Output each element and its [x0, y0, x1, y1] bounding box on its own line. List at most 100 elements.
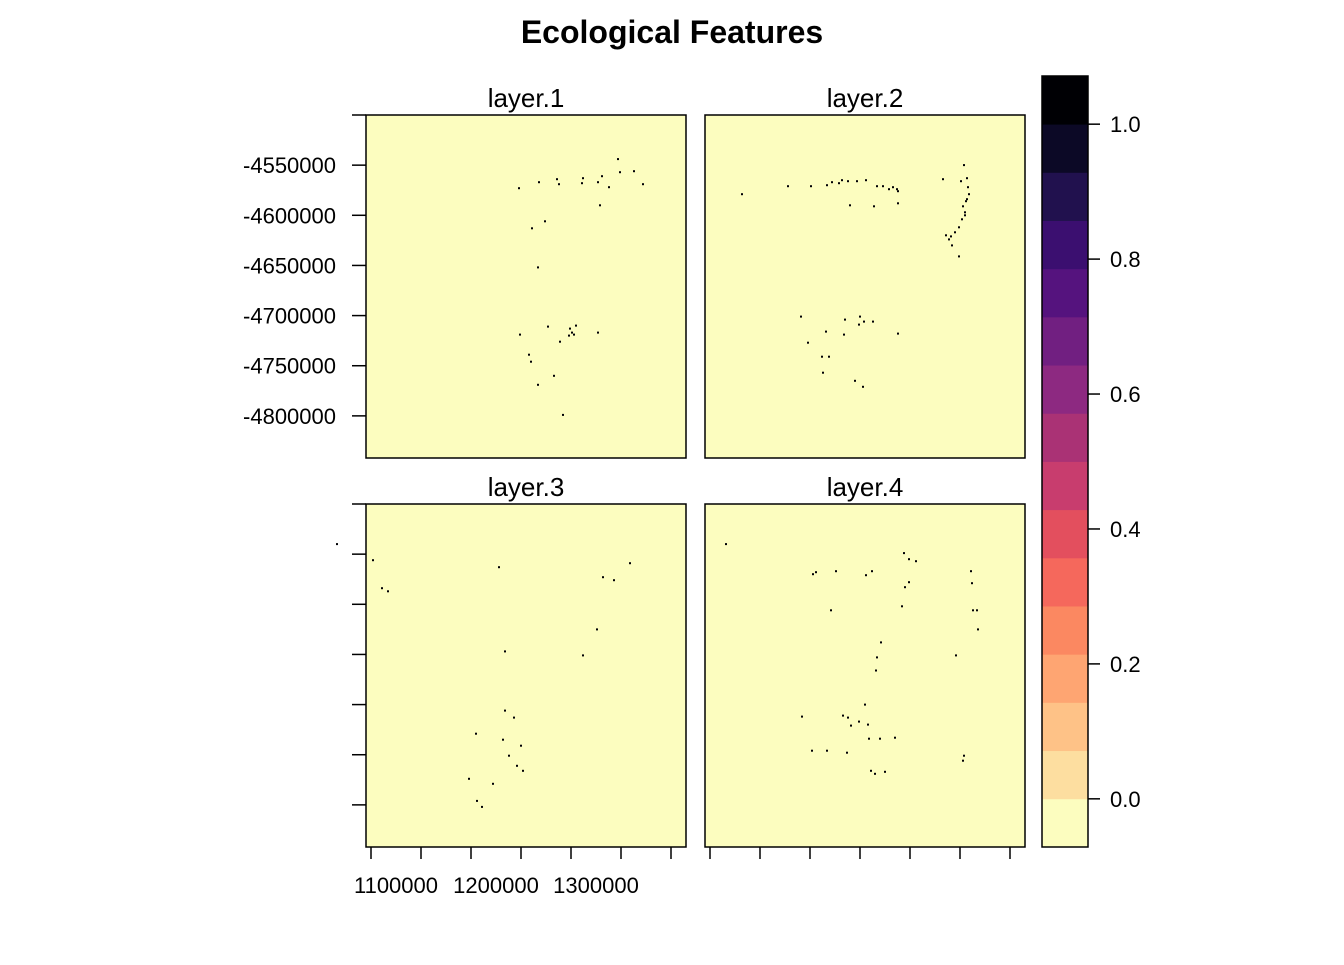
feature-cell [492, 782, 494, 785]
feature-cell [528, 353, 530, 356]
feature-cell [977, 628, 979, 631]
feature-cell [849, 204, 851, 207]
feature-cell [582, 177, 584, 180]
feature-cell [964, 211, 966, 214]
colorbar-bin [1042, 172, 1088, 221]
colorbar-bin [1042, 702, 1088, 752]
feature-cell [908, 558, 910, 561]
feature-cell [854, 379, 856, 382]
panel-3: layer.3 1100000 1200000 1300000 [336, 472, 687, 898]
feature-cell [884, 770, 886, 773]
feature-cell [608, 186, 610, 189]
feature-cell [874, 772, 876, 775]
feature-cell [865, 574, 867, 577]
feature-cell [873, 205, 875, 208]
panel-background [366, 504, 686, 847]
feature-cells [518, 158, 644, 416]
feature-cell [508, 754, 510, 757]
panel-background [366, 115, 686, 458]
feature-cell [961, 218, 963, 221]
feature-cell [880, 641, 882, 644]
feature-cell [897, 190, 899, 193]
colorbar-tick-label: 1.0 [1110, 112, 1141, 137]
feature-cell [901, 605, 903, 608]
colorbar-bin [1042, 654, 1088, 703]
x-tick-label: 1200000 [453, 873, 539, 898]
colorbar-tick-label: 0.8 [1110, 247, 1141, 272]
panels-layer: layer.1 -4550000 -4600000 -4650000 -4700000 -… [243, 83, 1026, 898]
feature-cell [876, 656, 878, 659]
feature-cell [613, 579, 615, 582]
feature-cell [972, 609, 974, 612]
feature-cell [581, 182, 583, 185]
feature-cell [807, 341, 809, 344]
feature-cell [842, 714, 844, 717]
feature-cell [519, 333, 521, 336]
feature-cell [958, 255, 960, 258]
feature-cell [544, 220, 546, 223]
feature-cell [537, 266, 539, 269]
feature-cell [547, 325, 549, 328]
feature-cell [864, 703, 866, 706]
feature-cell [876, 185, 878, 188]
feature-cell [963, 164, 965, 167]
feature-cell [822, 371, 824, 374]
feature-cell [553, 374, 555, 377]
feature-cell [387, 590, 389, 593]
feature-cell [863, 320, 865, 323]
panel-frame [704, 114, 1026, 459]
feature-cell [903, 552, 905, 555]
panel-title: layer.2 [827, 83, 904, 113]
colorbar-tick-label: 0.0 [1110, 787, 1141, 812]
feature-cell [556, 178, 558, 181]
feature-cell [821, 355, 823, 358]
feature-cell [838, 182, 840, 185]
colorbar-bin [1042, 268, 1088, 318]
colorbar-bin [1042, 509, 1088, 559]
feature-cell [850, 724, 852, 727]
panel-frame [365, 503, 687, 848]
colorbar-bin [1042, 798, 1088, 848]
feature-cell [843, 333, 845, 336]
feature-cell [915, 560, 917, 563]
feature-cell [964, 214, 966, 217]
panel-background [705, 115, 1025, 458]
feature-cell [965, 200, 967, 203]
colorbar-bin [1042, 365, 1088, 414]
feature-cell [518, 187, 520, 190]
feature-cell [559, 340, 561, 343]
colorbar-bin [1042, 557, 1088, 607]
feature-cell [825, 330, 827, 333]
feature-cell [882, 185, 884, 188]
colorbar-bin [1042, 220, 1088, 270]
feature-cell [573, 333, 575, 336]
feature-cell [520, 744, 522, 747]
feature-cell [858, 323, 860, 326]
feature-cell [372, 559, 374, 562]
feature-cell [970, 570, 972, 573]
feature-cell [538, 181, 540, 184]
feature-cell [522, 769, 524, 772]
feature-cell [872, 320, 874, 323]
colorbar: 0.0 0.2 0.4 0.6 0.8 1.0 [1041, 75, 1141, 848]
feature-cell [568, 334, 570, 337]
feature-cell [530, 360, 532, 363]
feature-cell [800, 315, 802, 318]
feature-cell [835, 570, 837, 573]
feature-cell [830, 609, 832, 612]
colorbar-bin [1042, 76, 1088, 125]
colorbar-bin [1042, 124, 1088, 173]
colorbar-tick-label: 0.6 [1110, 382, 1141, 407]
feature-cell [597, 331, 599, 334]
feature-cell [879, 737, 881, 740]
feature-cell [888, 188, 890, 191]
feature-cell [725, 543, 727, 546]
feature-cell [812, 573, 814, 576]
feature-cells [741, 164, 970, 388]
feature-cell [516, 764, 518, 767]
y-tick-label: -4750000 [243, 354, 336, 379]
feature-cell [875, 669, 877, 672]
feature-cell [619, 171, 621, 174]
feature-cell [826, 749, 828, 752]
feature-cell [468, 777, 470, 780]
